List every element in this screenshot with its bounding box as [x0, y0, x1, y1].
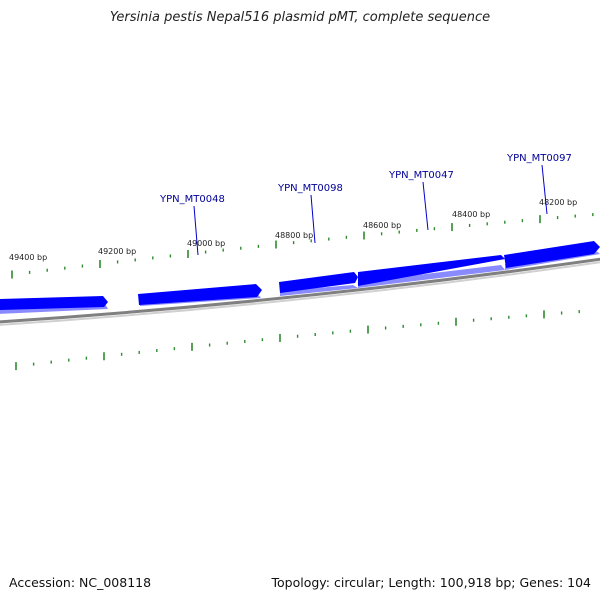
position-label: 48800 bp	[275, 231, 313, 240]
gene-features	[0, 241, 600, 314]
gene-arrow[interactable]	[358, 255, 505, 286]
map-title: Yersinia pestis Nepal516 plasmid pMT, co…	[109, 10, 491, 25]
gene-arrow[interactable]	[0, 296, 108, 310]
gene-label[interactable]: YPN_MT0047	[388, 170, 454, 181]
inner-tick-ring	[15, 310, 580, 371]
leader-line	[541, 164, 548, 215]
position-label: 49000 bp	[187, 239, 225, 248]
position-labels: 49400 bp 49200 bp 49000 bp 48800 bp 4860…	[9, 198, 577, 262]
gene-label[interactable]: YPN_MT0048	[159, 194, 225, 205]
leader-line	[422, 181, 429, 231]
outer-tick-ring	[11, 213, 594, 279]
position-label: 48400 bp	[452, 210, 490, 219]
backbone	[0, 257, 600, 324]
gene-arrow[interactable]	[279, 272, 358, 293]
gene-arrow[interactable]	[138, 284, 262, 305]
position-label: 48200 bp	[539, 198, 577, 207]
leader-line	[310, 194, 316, 244]
accession-text: Accession: NC_008118	[9, 575, 152, 590]
gene-label[interactable]: YPN_MT0098	[277, 183, 343, 194]
gene-leaders	[193, 164, 548, 256]
position-label: 48600 bp	[363, 221, 401, 230]
position-label: 49200 bp	[98, 247, 136, 256]
summary-text: Topology: circular; Length: 100,918 bp; …	[271, 575, 592, 590]
gene-labels: YPN_MT0048 YPN_MT0098 YPN_MT0047 YPN_MT0…	[159, 153, 572, 205]
position-label: 49400 bp	[9, 253, 47, 262]
gene-arrow[interactable]	[504, 241, 600, 268]
leader-line	[193, 205, 199, 256]
gene-label[interactable]: YPN_MT0097	[506, 153, 572, 164]
gene-shadow	[358, 265, 505, 288]
gene-shadow	[280, 285, 358, 296]
backbone-shadow	[0, 261, 600, 326]
